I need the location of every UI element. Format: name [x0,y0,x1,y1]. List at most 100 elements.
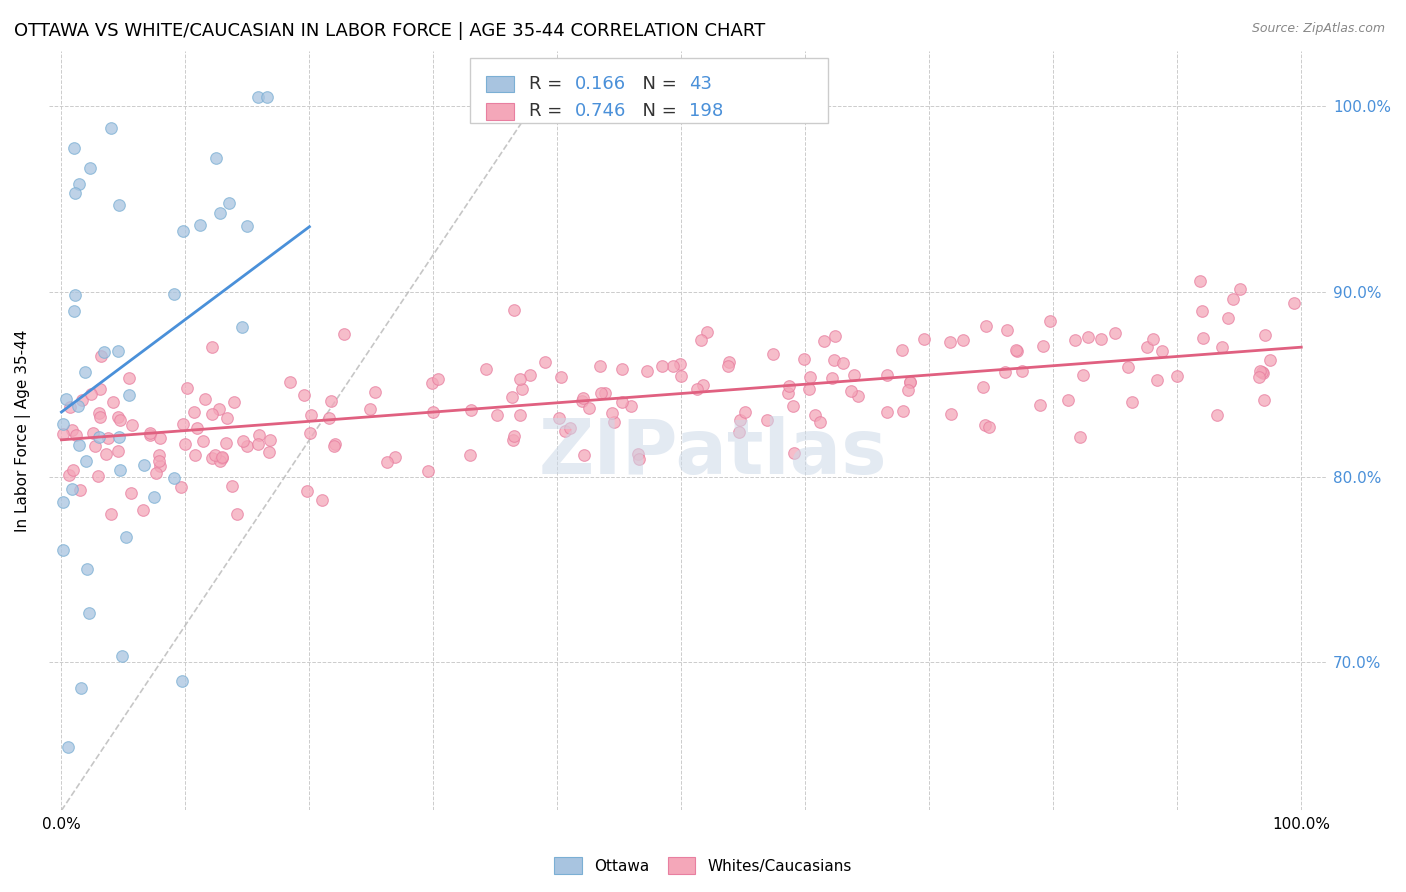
Point [1251,365,1274,379]
Point [1188,274,1211,288]
Text: ZIPatlas: ZIPatlas [538,417,887,491]
Point [215,411,238,425]
Point [823,353,845,368]
Point [1069,430,1091,444]
Point [63,287,86,301]
Point [1007,343,1029,358]
Point [63,304,86,318]
Point [110,413,132,427]
Point [66,399,89,413]
Point [67,177,90,191]
Point [416,464,439,478]
Point [1011,364,1033,378]
Text: R =: R = [529,103,568,120]
Point [560,421,582,435]
Point [111,648,134,663]
Text: 0.746: 0.746 [575,103,627,120]
Point [384,450,406,464]
Point [163,471,186,485]
Text: N =: N = [631,103,683,120]
Point [52,543,75,558]
Point [63,186,86,200]
Text: R =: R = [529,75,568,93]
Point [87,430,110,444]
Point [783,446,806,460]
Point [1090,333,1112,347]
Point [138,428,160,442]
Point [952,333,974,347]
Point [898,376,921,390]
Point [176,381,198,395]
Point [236,219,259,233]
Point [69,483,91,498]
Point [612,362,634,376]
Point [426,372,449,386]
Point [221,479,243,493]
Point [846,388,869,402]
Point [534,355,557,369]
Point [200,450,222,465]
Point [318,411,340,425]
Point [571,391,593,405]
Point [247,436,270,450]
Point [1142,332,1164,346]
Point [55,392,77,407]
Point [76,562,98,576]
Point [256,90,278,104]
Point [824,328,846,343]
Point [80,387,103,401]
Point [364,385,387,400]
Point [143,490,166,504]
Point [1121,395,1143,409]
Point [1191,304,1213,318]
Point [1005,343,1028,357]
Point [232,434,254,449]
Point [322,439,344,453]
Point [1152,343,1174,358]
Point [118,388,141,402]
Point [184,448,207,462]
Point [319,394,342,409]
Point [172,674,194,689]
Point [62,463,84,477]
Point [938,334,960,349]
Point [891,404,914,418]
Point [208,206,231,220]
Point [56,739,79,754]
Point [231,320,253,334]
Point [107,409,129,424]
Point [201,407,224,421]
Point [610,395,633,409]
Point [460,403,482,417]
Point [186,421,208,435]
Point [333,327,356,342]
Point [1116,359,1139,374]
Point [145,466,167,480]
Text: Source: ZipAtlas.com: Source: ZipAtlas.com [1251,22,1385,36]
Point [139,425,162,440]
Point [588,359,610,373]
Point [201,340,224,354]
Point [1071,368,1094,382]
Point [107,444,129,458]
Point [1249,364,1271,378]
Point [509,371,531,385]
Point [101,395,124,409]
Point [502,433,524,447]
Point [669,369,692,384]
Point [100,507,122,521]
Point [1104,326,1126,340]
Point [572,448,595,462]
Point [813,334,835,348]
Point [1136,339,1159,353]
Point [686,382,709,396]
Point [118,370,141,384]
Point [717,355,740,369]
Point [1206,408,1229,422]
Point [193,392,215,407]
Point [149,431,172,445]
Point [148,454,170,468]
Point [1258,352,1281,367]
Point [1247,370,1270,384]
Point [662,359,685,373]
